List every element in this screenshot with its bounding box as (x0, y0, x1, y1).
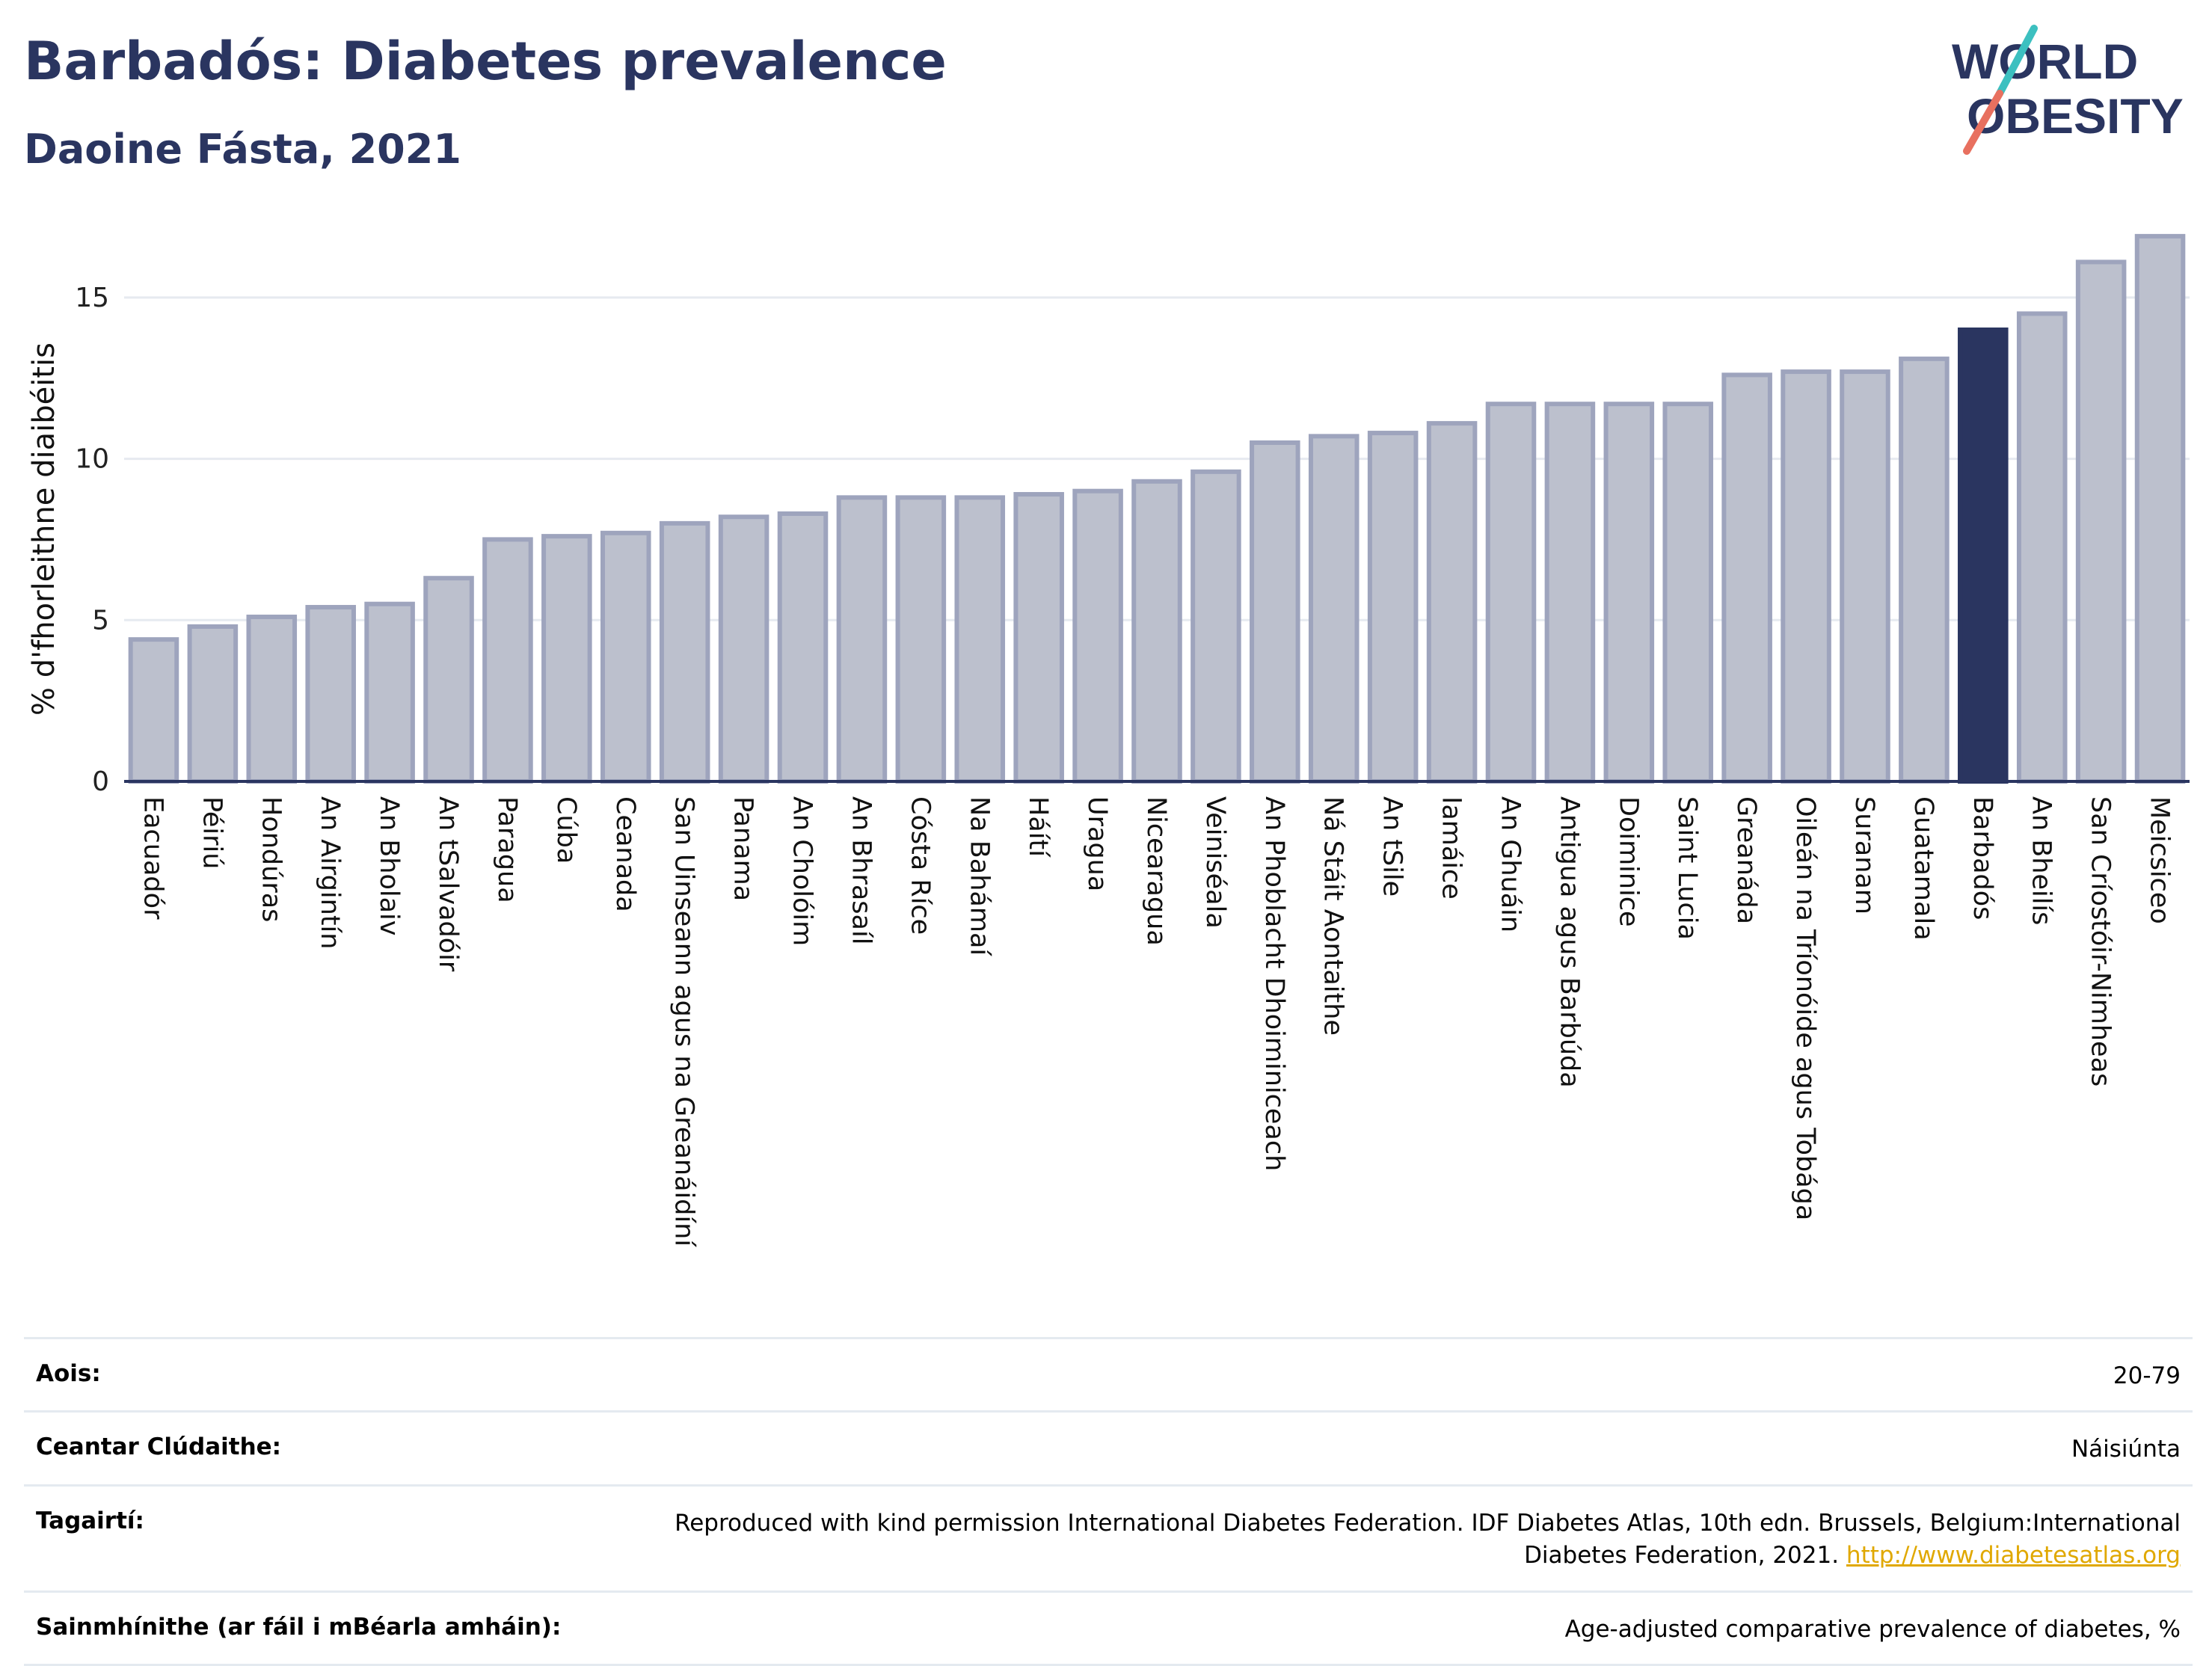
category-label: Eacuadór (138, 796, 168, 920)
category-label: An Bheilís (2027, 796, 2056, 925)
category-label: Greanáda (1731, 796, 1761, 924)
bar (1485, 402, 1537, 784)
bar (482, 537, 533, 784)
metadata-row: Aois: 20-79 (24, 1337, 2193, 1410)
bar (895, 495, 947, 784)
category-label: Ceanada (610, 796, 640, 912)
bar (1367, 431, 1419, 784)
category-label: Meicsiceo (2145, 796, 2175, 924)
category-labels: Eacuadór Péiriú Hondúras An Airgintín An Bho… (138, 796, 2174, 1247)
bar-highlight (1958, 328, 2009, 784)
bar (423, 576, 474, 784)
category-label: San Críostóir-Nimheas (2086, 796, 2116, 1086)
bar (2016, 311, 2068, 784)
category-label: An tSalvadóir (433, 796, 463, 972)
bar (1426, 421, 1478, 784)
bar (1013, 492, 1064, 784)
category-label: Antigua agus Barbúda (1554, 796, 1584, 1088)
category-label: Veiniséala (1200, 796, 1230, 929)
bars (128, 233, 2186, 784)
category-label: An Ghuáin (1495, 796, 1525, 932)
bar (1781, 369, 1831, 784)
metadata-value: Age-adjusted comparative prevalence of d… (1564, 1615, 2181, 1643)
bar (2075, 259, 2127, 784)
y-tick-label: 15 (75, 283, 109, 313)
category-label: An Airgintín (315, 796, 345, 949)
bar (187, 624, 239, 784)
category-label: An Bholaiv (374, 796, 404, 935)
bar (777, 511, 829, 784)
category-label: Guatamala (1908, 796, 1938, 941)
category-label: San Uinseann agus na Greanáidíní (669, 796, 699, 1247)
category-label: An tSile (1377, 796, 1407, 897)
metadata-value: Náisiúnta (2071, 1436, 2181, 1463)
category-label: An Cholóim (787, 796, 817, 946)
category-label: Péiriú (197, 796, 227, 869)
bar (954, 495, 1006, 784)
category-label: Saint Lucia (1672, 796, 1702, 940)
bar (1131, 479, 1182, 784)
bar (2134, 233, 2186, 784)
logo-word-2: OBESITY (1967, 88, 2184, 144)
world-obesity-logo: WORLD OBESITY (1952, 25, 2184, 155)
category-label: An Phoblacht Dhoiminiceach (1259, 796, 1289, 1171)
bar (541, 534, 592, 784)
metadata-value: 20-79 (2113, 1362, 2181, 1389)
category-label: Paragua (492, 796, 522, 903)
bar (718, 514, 769, 784)
category-label: Oileán na Tríonóide agus Tobága (1790, 796, 1820, 1220)
bar (836, 495, 888, 784)
bar (1840, 369, 1890, 784)
logo-slash-teal (1996, 25, 2038, 97)
bar (1544, 402, 1596, 784)
metadata-row: Ceantar Clúdaithe: Náisiúnta (24, 1410, 2193, 1484)
bar (1072, 488, 1123, 784)
bar (305, 605, 356, 784)
chart-title: Barbadós: Diabetes prevalence (24, 31, 947, 92)
category-label: Nicearagua (1141, 796, 1171, 946)
axes: 0 5 10 15 % d'fhorleithne diaibéitis (27, 283, 2190, 797)
category-label: An Bhrasaíl (846, 796, 876, 944)
logo-slash-coral (1963, 90, 2003, 155)
category-label: Cósta Ríce (905, 796, 935, 935)
metadata-label: Aois: (36, 1360, 101, 1387)
bar (364, 601, 415, 784)
category-label: Ná Stáit Aontaithe (1318, 796, 1348, 1036)
bar (600, 530, 651, 784)
bar (659, 520, 710, 784)
y-axis-label: % d'fhorleithne diaibéitis (27, 342, 61, 716)
logo-word-1: WORLD (1952, 34, 2138, 89)
category-label: Suranam (1849, 796, 1879, 915)
category-label: Cúba (551, 796, 581, 864)
bar (1191, 469, 1241, 784)
metadata-value: Reproduced with kind permission Internat… (675, 1509, 2181, 1570)
y-tick-label: 0 (92, 766, 109, 797)
bar (128, 637, 179, 784)
metadata-label: Sainmhínithe (ar fáil i mBéarla amháin): (36, 1613, 562, 1641)
chart-subtitle: Daoine Fásta, 2021 (24, 126, 461, 173)
bar (1662, 402, 1714, 784)
bar (1250, 440, 1300, 784)
bar (1721, 372, 1772, 784)
category-label: Háítí (1023, 796, 1053, 858)
y-tick-label: 10 (75, 444, 109, 475)
category-label: Panama (728, 796, 758, 901)
bar (1308, 434, 1360, 784)
reference-link[interactable]: http://www.diabetesatlas.org (1846, 1542, 2181, 1570)
metadata-label: Tagairtí: (36, 1507, 144, 1534)
category-label: Na Bahámaí (964, 796, 994, 956)
category-label: Uragua (1082, 796, 1112, 891)
y-tick-label: 5 (92, 605, 109, 636)
bar (1899, 356, 1950, 784)
metadata-table: Aois: 20-79 Ceantar Clúdaithe: Náisiúnta Tag… (24, 1337, 2193, 1666)
category-label: Doiminice (1613, 796, 1643, 927)
bar (246, 614, 298, 784)
bar (1603, 402, 1655, 784)
metadata-label: Ceantar Clúdaithe: (36, 1433, 282, 1461)
category-label: Barbadós (1967, 796, 1997, 920)
bar-chart: 0 5 10 15 % d'fhorleithne diaibéitis Eacuadó… (27, 233, 2190, 1247)
metadata-row: Tagairtí: Reproduced with kind permission… (24, 1484, 2193, 1590)
category-label: Hondúras (256, 796, 286, 922)
category-label: Iamáice (1437, 796, 1466, 900)
